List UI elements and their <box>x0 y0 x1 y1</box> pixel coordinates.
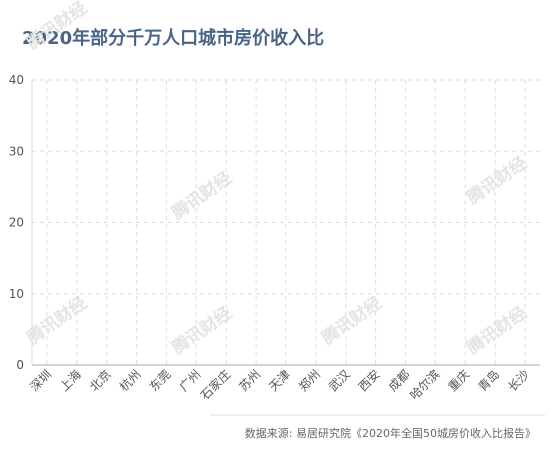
y-tick-label: 0 <box>16 358 24 372</box>
y-tick-label: 10 <box>9 287 24 301</box>
x-tick-label: 杭州 <box>116 367 144 395</box>
x-tick-label: 重庆 <box>446 367 473 394</box>
x-tick-label: 苏州 <box>236 367 263 394</box>
y-tick-label: 20 <box>9 216 24 230</box>
x-tick-label: 武汉 <box>326 367 353 394</box>
x-tick-label: 青岛 <box>475 367 503 395</box>
watermark: 腾讯财经 <box>168 302 236 358</box>
x-tick-label: 哈尔滨 <box>406 367 442 403</box>
chart-title: 2020年部分千万人口城市房价收入比 <box>22 27 324 49</box>
watermark: 腾讯财经 <box>168 167 236 223</box>
x-tick-label: 深圳 <box>27 367 54 394</box>
x-tick-label: 长沙 <box>505 367 532 394</box>
x-tick-label: 北京 <box>87 367 114 394</box>
watermark: 腾讯财经 <box>463 302 531 358</box>
y-tick-label: 40 <box>9 73 24 87</box>
x-tick-label: 西安 <box>355 367 383 395</box>
watermark: 腾讯财经 <box>23 292 91 348</box>
x-tick-label: 东莞 <box>147 367 174 394</box>
x-tick-label: 郑州 <box>295 367 323 395</box>
x-tick-label: 天津 <box>266 367 293 394</box>
watermark: 腾讯财经 <box>463 152 531 208</box>
x-tick-label: 上海 <box>56 367 84 395</box>
y-tick-label: 30 <box>9 144 24 158</box>
source: 数据来源: 易居研究院《2020年全国50城房价收入比报告》 <box>245 426 536 440</box>
x-tick-label: 石家庄 <box>197 367 233 403</box>
